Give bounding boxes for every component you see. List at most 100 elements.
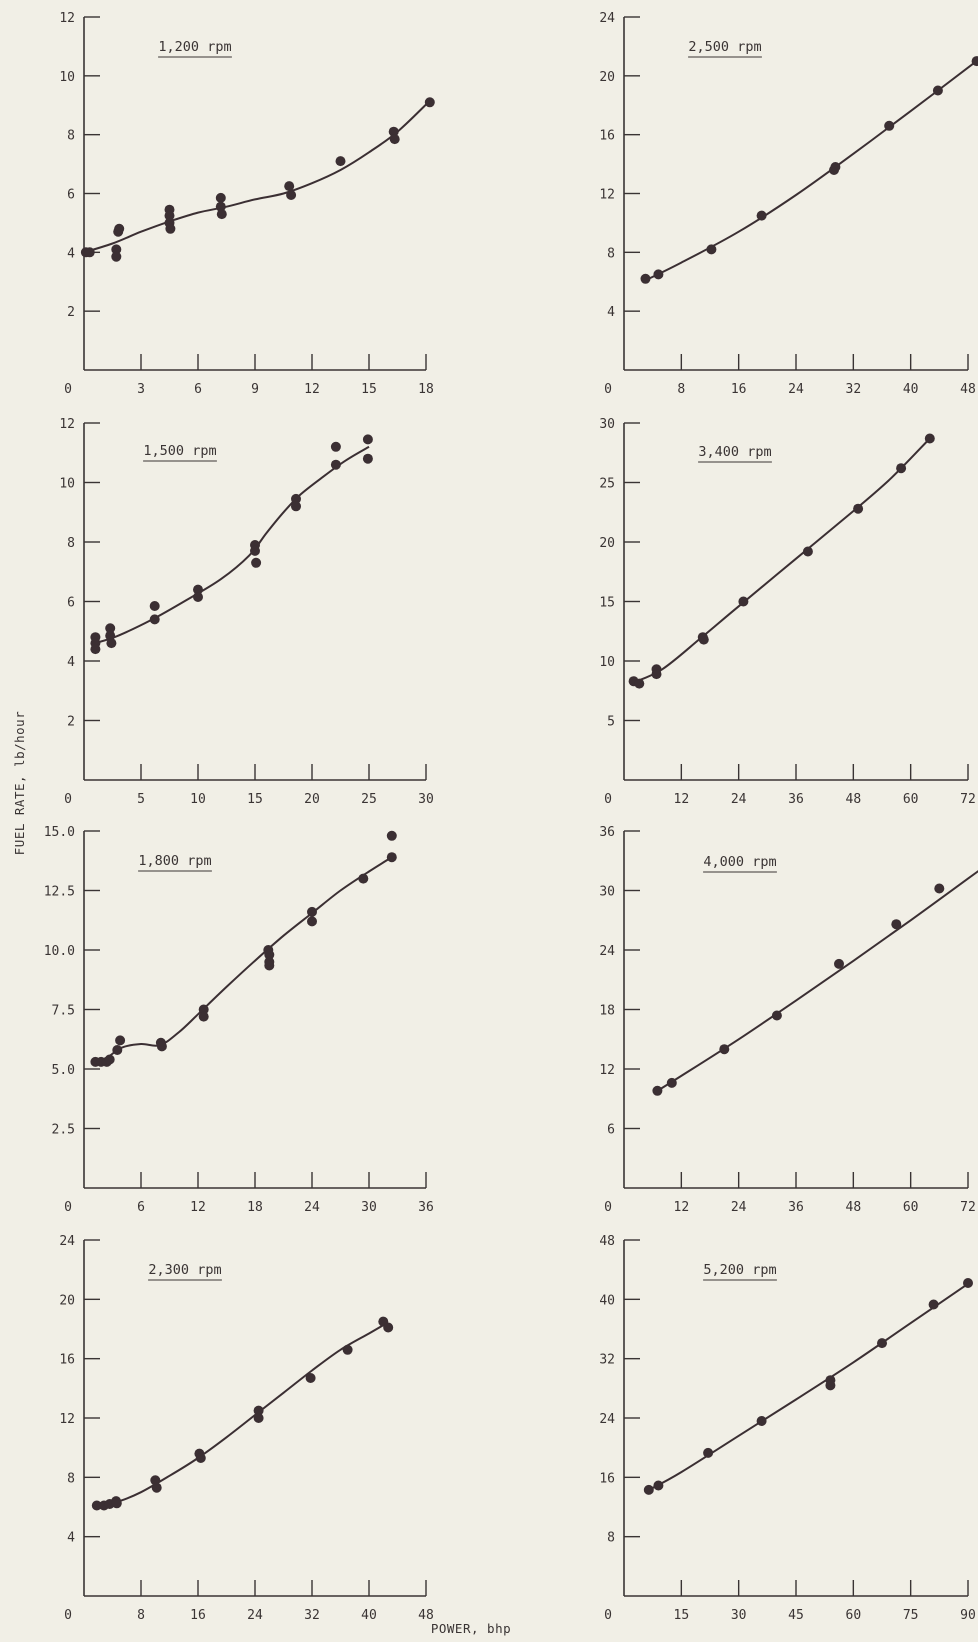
y-tick-label: 4 [67,655,75,670]
data-point [971,56,978,67]
y-tick-label: 8 [607,246,615,261]
data-point [802,546,813,557]
data-point [112,1045,123,1055]
x-tick-label: 45 [788,1608,804,1623]
panel-title: 1,800 rpm [138,853,211,869]
panel-title: 2,500 rpm [688,39,761,55]
x-tick-label: 60 [903,792,919,807]
data-point [215,192,226,203]
y-tick-label: 15.0 [44,825,75,840]
y-tick-label: 12.5 [44,885,75,900]
data-point [193,592,203,602]
y-tick-label: 5.0 [52,1063,75,1078]
data-point [928,1299,939,1310]
y-tick-label: 2.5 [52,1123,75,1138]
x-tick-label: 48 [846,1200,862,1215]
y-tick-label: 40 [599,1293,615,1308]
data-point [386,830,397,841]
x-tick-label: 72 [960,792,976,807]
data-point [111,251,122,262]
chart-panel-3: 2 4 6 8 10 12 0 5 10 15 20 25 30 1,500 rpm [59,417,433,807]
data-point [698,634,709,645]
data-point [834,958,844,969]
x-tick-label: 0 [604,1608,612,1623]
x-tick-label: 60 [846,1608,862,1623]
y-tick-label: 4 [67,246,75,261]
x-tick-label: 48 [846,792,862,807]
y-tick-label: 6 [607,1123,615,1138]
data-point [149,601,160,611]
data-point [251,557,262,568]
data-point [105,623,116,634]
data-point [149,614,160,625]
x-tick-label: 12 [674,1200,690,1215]
y-tick-label: 4 [607,305,615,320]
fit-curve [95,856,393,1064]
x-tick-label: 0 [64,382,72,397]
data-point [738,596,749,607]
data-point [877,1338,887,1349]
x-tick-label: 32 [304,1608,320,1623]
data-point [330,441,341,452]
data-point [193,584,203,595]
data-point [164,210,175,221]
data-point [90,644,101,655]
x-tick-label: 5 [137,792,145,807]
chart-panel-5: 2.5 5.0 7.5 10.0 12.5 15.0 0 6 12 18 24 30 36 1,800 r… [44,825,434,1215]
x-tick-label: 72 [960,1200,976,1215]
x-tick-label: 60 [903,1200,919,1215]
y-tick-label: 10 [599,655,615,670]
y-tick-label: 6 [67,188,75,203]
x-tick-label: 48 [960,382,976,397]
y-tick-label: 10 [59,477,75,492]
y-tick-label: 12 [599,1063,615,1078]
panel-title: 3,400 rpm [698,444,771,460]
x-tick-label: 18 [418,382,434,397]
data-point [264,949,275,960]
data-point [924,433,935,444]
y-tick-label: 24 [59,1234,75,1249]
data-point [719,1044,730,1055]
x-tick-label: 6 [137,1200,145,1215]
data-point [652,1085,663,1096]
panel-title: 1,200 rpm [158,39,231,55]
data-point [653,269,664,280]
y-tick-label: 15 [599,596,615,611]
data-point [853,503,864,514]
x-tick-label: 24 [304,1200,320,1215]
data-point [388,126,399,137]
x-tick-label: 12 [674,792,690,807]
y-tick-label: 18 [599,1004,615,1019]
x-tick-label: 9 [251,382,259,397]
data-point [156,1041,167,1052]
x-tick-label: 12 [304,382,320,397]
data-point [703,1447,714,1458]
data-point [115,1035,126,1046]
x-tick-label: 24 [247,1608,263,1623]
x-tick-label: 0 [604,382,612,397]
y-tick-label: 6 [67,596,75,611]
data-point [106,638,117,649]
x-tick-label: 20 [304,792,320,807]
data-point [653,1480,664,1491]
data-point [389,134,400,145]
data-point [383,1322,394,1333]
data-point [111,244,122,255]
data-point [825,1380,836,1391]
panel-title: 1,500 rpm [143,443,216,459]
x-tick-label: 25 [361,792,377,807]
data-point [151,1482,162,1493]
x-tick-label: 0 [64,792,72,807]
x-tick-label: 15 [247,792,263,807]
panel-title: 4,000 rpm [703,854,776,870]
data-point [932,85,943,96]
x-tick-label: 6 [194,382,202,397]
y-tick-label: 16 [599,1471,615,1486]
y-tick-label: 30 [599,885,615,900]
data-point [198,1011,209,1022]
x-tick-label: 36 [788,792,804,807]
x-tick-label: 16 [731,382,747,397]
